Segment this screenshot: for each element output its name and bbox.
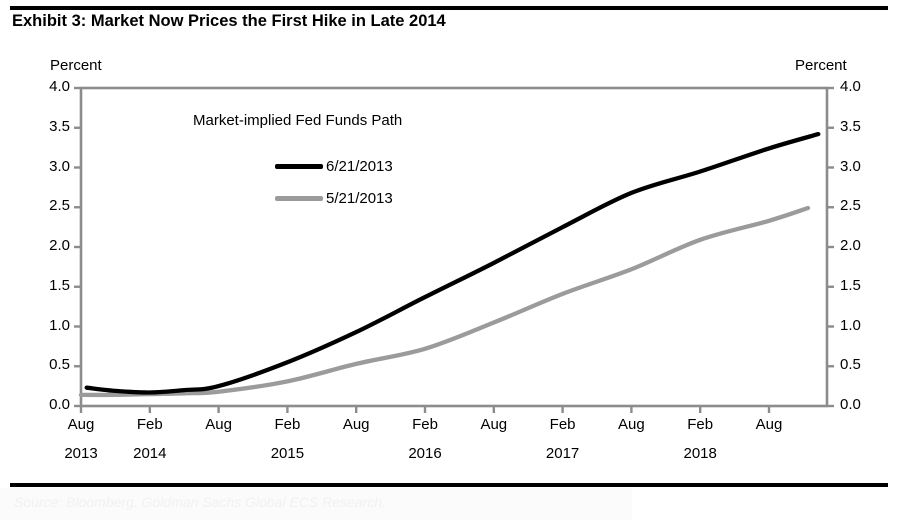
- legend-item: 5/21/2013: [275, 190, 393, 207]
- x-tick-month: Aug: [755, 416, 783, 433]
- x-tick-month: Aug: [618, 416, 645, 433]
- x-tick-year: 2017: [545, 445, 580, 462]
- y-tick-label-left: 3.0: [49, 157, 70, 175]
- legend-line-gray-icon: [275, 196, 323, 201]
- y-tick-label-right: 1.5: [840, 276, 861, 294]
- y-tick-label-right: 0.0: [840, 396, 861, 413]
- legend-item: 6/21/2013: [275, 158, 393, 175]
- x-tick-year: 2014: [133, 445, 167, 462]
- x-tick-month: Aug: [67, 416, 95, 433]
- y-tick-label-right: 2.0: [840, 237, 861, 254]
- x-tick-year: 2016: [408, 445, 442, 462]
- y-tick-label-right: 3.0: [840, 157, 861, 175]
- source-note: Source: Bloomberg. Goldman Sachs Global …: [14, 494, 386, 510]
- x-tick-year: 2018: [683, 445, 717, 462]
- x-tick-month: Feb: [136, 416, 163, 433]
- y-tick-label-left: 2.5: [49, 197, 70, 215]
- y-tick-label-left: 1.0: [49, 316, 70, 334]
- y-tick-label-right: 0.5: [840, 356, 861, 374]
- bottom-rule: [10, 483, 888, 487]
- y-tick-label-left: 2.0: [49, 237, 70, 254]
- x-tick-month: Feb: [412, 416, 438, 433]
- y-tick-label-left: 0.0: [49, 396, 70, 413]
- page-title: Exhibit 3: Market Now Prices the First H…: [12, 12, 446, 30]
- series-line-6-21-2013: [84, 131, 821, 395]
- x-tick-month: Aug: [205, 416, 232, 433]
- legend-line-black-icon: [275, 164, 323, 169]
- x-tick-year: 2015: [270, 445, 305, 462]
- legend-label: 5/21/2013: [326, 190, 393, 207]
- y-tick-label-left: 1.5: [49, 276, 70, 294]
- legend-title: Market-implied Fed Funds Path: [193, 112, 403, 129]
- x-tick-month: Feb: [687, 416, 714, 433]
- legend-label: 6/21/2013: [326, 158, 393, 175]
- x-tick-month: Feb: [549, 416, 576, 433]
- y-tick-label-right: 2.5: [840, 197, 861, 215]
- y-tick-label-left: 0.5: [49, 356, 70, 374]
- x-tick-month: Feb: [274, 416, 301, 433]
- series-line-5-21-2013: [78, 205, 811, 398]
- y-axis-title-left: Percent: [50, 57, 102, 74]
- y-tick-label-right: 1.0: [840, 316, 861, 334]
- y-tick-label-right: 3.5: [840, 117, 861, 135]
- x-tick-month: Aug: [480, 416, 508, 433]
- y-tick-label-right: 4.0: [840, 78, 861, 95]
- footer-strip: [0, 488, 632, 520]
- y-tick-label-left: 4.0: [49, 78, 70, 95]
- y-axis-title-right: Percent: [795, 57, 847, 74]
- y-tick-label-left: 3.5: [49, 117, 70, 135]
- top-rule: [10, 6, 888, 10]
- x-tick-year: 2013: [64, 445, 98, 462]
- chart-legend: Market-implied Fed Funds Path 6/21/2013 …: [193, 112, 403, 207]
- x-tick-month: Aug: [342, 416, 370, 433]
